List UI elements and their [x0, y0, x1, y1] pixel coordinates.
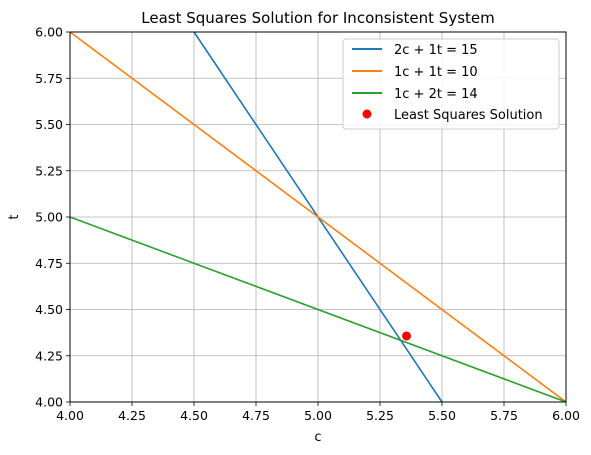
legend-swatch-point [362, 109, 372, 119]
y-tick-label-7: 5.75 [35, 71, 63, 86]
y-tick-label-4: 5.00 [35, 210, 63, 225]
x-tick-label-7: 5.75 [490, 408, 518, 423]
series-line-3 [69, 216, 567, 403]
x-tick-label-2: 4.50 [180, 408, 208, 423]
y-tick-label-8: 6.00 [35, 25, 63, 40]
series-line-2 [69, 31, 567, 403]
x-tick-label-5: 5.25 [366, 408, 394, 423]
x-tick-label-8: 6.00 [552, 408, 580, 423]
x-tick-label-1: 4.25 [118, 408, 146, 423]
legend: 2c + 1t = 15 1c + 1t = 10 1c + 2t = 14 L… [342, 38, 560, 130]
legend-box [342, 38, 560, 130]
y-axis-ticks: 4.00 4.25 4.50 4.75 5.00 5.25 5.50 5.75 6.00 [35, 25, 70, 410]
x-axis-ticks: 4.00 4.25 4.50 4.75 5.00 5.25 5.50 5.75 6.00 [56, 402, 580, 423]
y-tick-label-5: 5.25 [35, 163, 63, 178]
legend-label-series-3: 1c + 2t = 14 [394, 87, 478, 102]
legend-label-series-2: 1c + 1t = 10 [394, 65, 478, 80]
y-tick-label-3: 4.75 [35, 256, 63, 271]
x-axis-label: c [314, 430, 321, 445]
x-tick-label-3: 4.75 [242, 408, 270, 423]
y-tick-label-6: 5.50 [35, 117, 63, 132]
y-tick-label-1: 4.25 [35, 348, 63, 363]
x-tick-label-6: 5.50 [428, 408, 456, 423]
y-tick-label-2: 4.50 [35, 302, 63, 317]
series-layer [69, 31, 567, 403]
x-tick-label-4: 5.00 [304, 408, 332, 423]
x-tick-label-0: 4.00 [56, 408, 84, 423]
chart-title: Least Squares Solution for Inconsistent … [141, 9, 495, 27]
legend-label-series-1: 2c + 1t = 15 [394, 43, 478, 58]
legend-label-point: Least Squares Solution [394, 108, 543, 123]
y-axis-label: t [7, 214, 22, 219]
y-tick-label-0: 4.00 [35, 395, 63, 410]
least-squares-point [402, 331, 412, 341]
